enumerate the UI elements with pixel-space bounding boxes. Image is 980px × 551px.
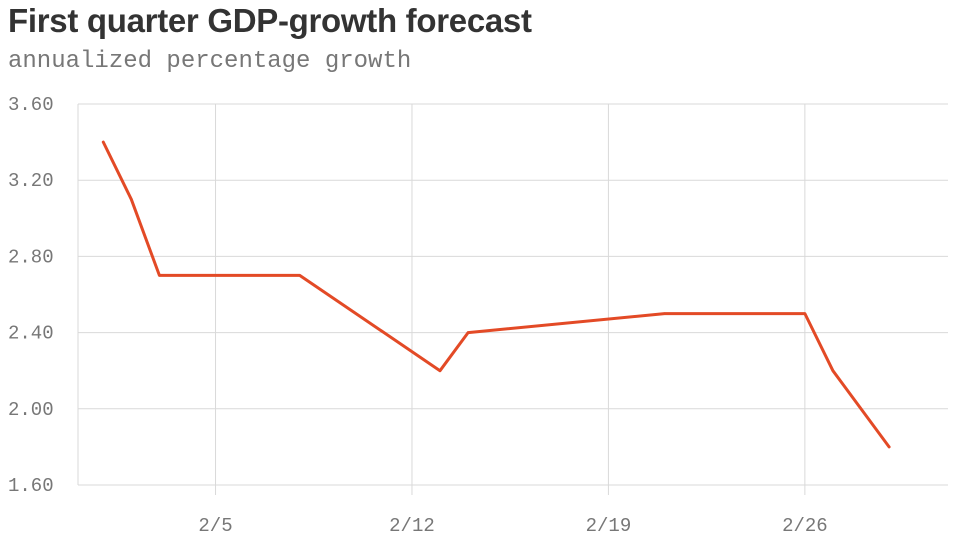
data-point — [158, 274, 161, 277]
data-point — [803, 312, 807, 315]
data-point — [130, 198, 133, 201]
x-axis-tick-labels: 2/5 2/12 2/19 2/26 — [198, 515, 827, 537]
data-point — [438, 369, 442, 372]
series-layer — [101, 140, 891, 449]
y-tick-label: 3.60 — [8, 94, 54, 116]
y-axis-tick-labels: 3.60 3.20 2.80 2.40 2.00 1.60 — [8, 94, 54, 497]
x-tick-label: 2/26 — [782, 515, 828, 537]
forecast-line — [101, 140, 891, 449]
data-point — [663, 312, 666, 315]
chart-subtitle: annualized percentage growth — [8, 48, 412, 75]
data-point — [887, 445, 891, 449]
grid-lines — [77, 103, 948, 495]
data-point — [466, 331, 470, 334]
y-tick-label: 2.80 — [8, 246, 54, 268]
data-point — [831, 369, 835, 372]
chart-title: First quarter GDP-growth forecast — [8, 2, 532, 39]
x-tick-label: 2/12 — [389, 515, 435, 537]
y-tick-label: 1.60 — [8, 475, 54, 497]
x-tick-label: 2/19 — [586, 515, 632, 537]
data-point — [298, 274, 301, 277]
data-point — [102, 140, 105, 144]
y-tick-label: 2.40 — [8, 323, 54, 345]
y-tick-label: 3.20 — [8, 170, 54, 192]
y-tick-label: 2.00 — [8, 399, 54, 421]
x-tick-label: 2/5 — [198, 515, 232, 537]
